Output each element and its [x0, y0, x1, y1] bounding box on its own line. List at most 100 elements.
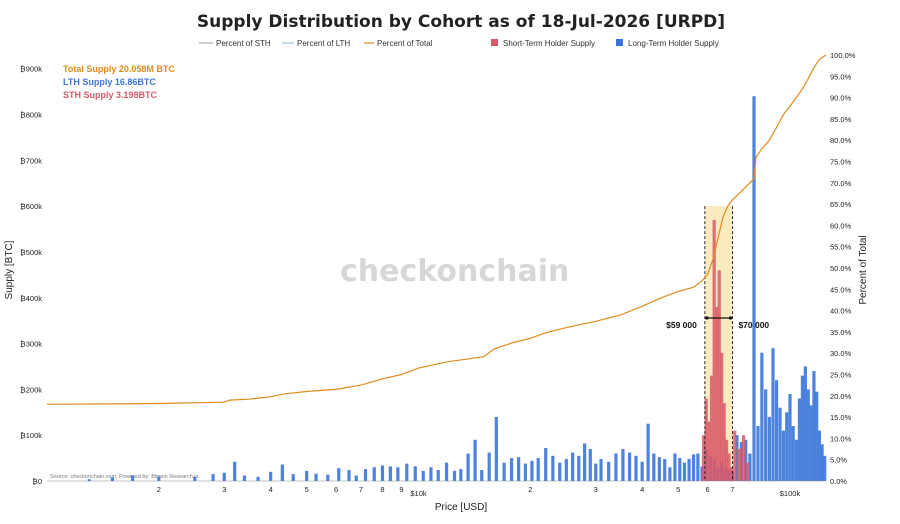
y-tick-label: ₿400k [20, 294, 42, 303]
lth-bar [778, 407, 782, 481]
lth-bar [652, 453, 656, 481]
lth-bar [502, 462, 506, 481]
range-arrow-end [728, 316, 733, 320]
legend-label: Percent of Total [377, 39, 433, 48]
source-note: Source: checkonchain.com, Powered by: Bi… [50, 474, 199, 480]
x-axis-title: Price [USD] [435, 502, 487, 513]
x-tick-label: 2 [528, 485, 532, 494]
y-tick-label: ₿0 [32, 477, 42, 486]
y-axis-title: Supply [BTC] [4, 240, 15, 299]
lth-bar [774, 380, 779, 481]
lth-bar [663, 459, 667, 481]
y2-tick-label: 15.0% [830, 413, 852, 422]
y2-tick-label: 75.0% [830, 158, 852, 167]
y-tick-label: ₿900k [20, 65, 42, 74]
lth-bar [436, 470, 440, 481]
lth-bar [280, 464, 284, 481]
lth-bar [791, 426, 795, 481]
watermark-text: checkonchain [340, 254, 569, 289]
lth-bar [634, 455, 638, 481]
lth-bar [396, 467, 400, 481]
lth-bar [678, 458, 682, 481]
y2-tick-label: 10.0% [830, 434, 852, 443]
sth-bar [715, 306, 719, 481]
y2-tick-label: 65.0% [830, 200, 852, 209]
y-tick-label: ₿200k [20, 385, 42, 394]
lth-bar [544, 448, 548, 481]
lth-bar [110, 477, 115, 481]
total-supply-label: Total Supply 20.058M BTC [63, 64, 175, 74]
lth-bar [480, 470, 484, 481]
lth-bar [696, 453, 700, 481]
x-tick-label: 7 [730, 485, 734, 494]
y2-tick-label: 100.0% [830, 51, 856, 60]
lth-bar [767, 416, 771, 481]
sth-supply-label: STH Supply 3.198BTC [63, 90, 158, 100]
lth-bar [444, 462, 449, 481]
sth-bar [724, 439, 729, 481]
lth-bar [131, 475, 135, 481]
y2-tick-label: 30.0% [830, 349, 852, 358]
sth-bar [707, 421, 711, 481]
y2-tick-label: 40.0% [830, 307, 852, 316]
lth-bar [823, 455, 827, 481]
lth-bar [803, 366, 807, 481]
lth-bar [487, 452, 491, 481]
legend-label: Percent of STH [216, 39, 271, 48]
lth-bar [735, 435, 739, 481]
lth-bar [771, 348, 775, 481]
lth-bar [337, 468, 341, 481]
y2-axis-title: Percent of Total [858, 235, 869, 304]
x-tick-label: 4 [269, 485, 273, 494]
lth-bar [764, 389, 768, 481]
sth-bar [722, 403, 726, 481]
lth-bar [523, 463, 528, 481]
range-to-label: $70 000 [738, 320, 769, 330]
legend-label: Long-Term Holder Supply [628, 39, 719, 48]
lth-bar [372, 467, 376, 481]
lth-bar [682, 462, 687, 481]
lth-bar [291, 474, 295, 481]
lth-bar [809, 405, 813, 481]
lth-bar [797, 398, 801, 481]
lth-bar [599, 459, 603, 481]
lth-bar [577, 455, 581, 481]
lth-bar [815, 391, 819, 481]
lth-bar [193, 476, 197, 481]
lth-bar [242, 475, 247, 481]
lth-bar [558, 462, 562, 481]
lth-bar [564, 459, 568, 481]
lth-bar [87, 479, 91, 481]
percent-of-total-line [46, 54, 827, 405]
lth-bar [363, 469, 368, 481]
y2-tick-label: 5.0% [830, 456, 847, 465]
lth-bar [588, 448, 592, 481]
plot-area: $59 000 $70 000 ₿0 ₿100k ₿200k ₿300k ₿400k ₿500… [20, 39, 856, 498]
range-arrow-start [705, 316, 709, 320]
legend-label: Percent of LTH [297, 39, 350, 48]
lth-bar [233, 461, 237, 481]
y-tick-label: ₿600k [20, 202, 42, 211]
legend-label: Short-Term Holder Supply [503, 39, 595, 48]
sth-bar [741, 435, 746, 481]
lth-bar [314, 473, 318, 481]
sth-bar [709, 375, 714, 481]
lth-bar [806, 389, 810, 481]
sth-bar [733, 430, 737, 481]
lth-bar [536, 458, 540, 481]
y-tick-label: ₿700k [20, 156, 42, 165]
lth-bar [571, 452, 575, 481]
lth-bar [269, 471, 273, 481]
lth-bar [429, 467, 433, 481]
lth-bar [347, 470, 351, 481]
lth-bar [739, 442, 744, 481]
sth-bar [727, 453, 731, 481]
y2-tick-label: 60.0% [830, 221, 852, 230]
y-tick-label: ₿500k [20, 248, 42, 257]
y-tick-label: ₿300k [20, 340, 42, 349]
lth-bar [657, 457, 661, 481]
lth-bar [748, 453, 752, 481]
sth-bar [704, 398, 708, 481]
y2-tick-label: 95.0% [830, 72, 852, 81]
sth-bar [729, 467, 733, 481]
